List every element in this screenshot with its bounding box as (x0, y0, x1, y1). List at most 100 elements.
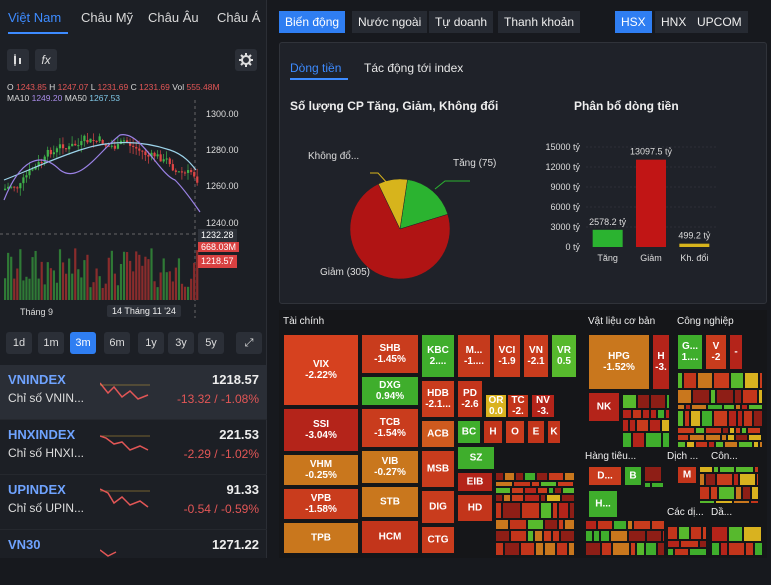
heatmap-mini-cell[interactable] (759, 372, 763, 389)
heatmap-cell[interactable]: TCB -1.54% (361, 408, 419, 448)
heatmap-cell[interactable]: VIX -2.22% (283, 334, 359, 406)
heatmap-mini-cell[interactable] (613, 520, 627, 530)
heatmap-cell[interactable]: CTG (421, 526, 455, 554)
heatmap-mini-cell[interactable] (741, 427, 747, 434)
heatmap-mini-cell[interactable] (502, 502, 521, 519)
heatmap-mini-cell[interactable] (537, 487, 548, 494)
heatmap-mini-cell[interactable] (677, 410, 684, 427)
heatmap-cell[interactable]: HD (457, 494, 493, 522)
heatmap-mini-cell[interactable] (665, 409, 670, 419)
heatmap-mini-cell[interactable] (534, 530, 543, 542)
heatmap-mini-cell[interactable] (711, 526, 728, 542)
heatmap-mini-cell[interactable] (527, 530, 534, 542)
heatmap-mini-cell[interactable] (600, 530, 610, 542)
heatmap-mini-cell[interactable] (701, 410, 713, 427)
period-3m[interactable]: 3m (70, 332, 96, 354)
price-chart[interactable] (0, 95, 267, 325)
heatmap-mini-cell[interactable] (762, 526, 764, 542)
heatmap-mini-cell[interactable] (695, 427, 705, 434)
heatmap-mini-cell[interactable] (690, 410, 701, 427)
period-1y[interactable]: 1y (138, 332, 164, 354)
heatmap-mini-cell[interactable] (737, 410, 743, 427)
heatmap-mini-cell[interactable] (645, 432, 662, 448)
heatmap-mini-cell[interactable] (728, 410, 737, 427)
heatmap-mini-cell[interactable] (495, 487, 511, 494)
heatmap-mini-cell[interactable] (540, 494, 546, 502)
heatmap-cell[interactable]: ACB (421, 420, 455, 448)
heatmap-cell[interactable]: DIG (421, 490, 455, 524)
heatmap-mini-cell[interactable] (734, 389, 742, 404)
heatmap-mini-cell[interactable] (646, 530, 662, 542)
subtab-dong-tien[interactable]: Dòng tiền (290, 61, 342, 75)
heatmap-cell[interactable]: K (547, 420, 561, 444)
heatmap-mini-cell[interactable] (536, 472, 548, 481)
expand-icon[interactable]: ⤢ (236, 332, 262, 354)
heatmap-mini-cell[interactable] (713, 410, 728, 427)
heatmap-cell[interactable]: VHM -0.25% (283, 454, 359, 486)
gear-icon[interactable] (235, 49, 257, 71)
heatmap-cell[interactable]: VN -2.1 (523, 334, 549, 378)
heatmap-mini-cell[interactable] (556, 542, 568, 556)
heatmap-mini-cell[interactable] (510, 530, 527, 542)
heatmap-mini-cell[interactable] (597, 520, 613, 530)
subtab-tac-dong[interactable]: Tác động tới index (364, 61, 464, 75)
heatmap-mini-cell[interactable] (601, 542, 612, 556)
heatmap-cell[interactable]: H -3. (652, 334, 670, 390)
heatmap-mini-cell[interactable] (632, 409, 642, 419)
heatmap-mini-cell[interactable] (677, 441, 686, 448)
heatmap-mini-cell[interactable] (677, 389, 692, 404)
heatmap-cell[interactable]: EIB (457, 472, 493, 492)
heatmap-cell[interactable]: BC (457, 420, 481, 444)
heatmap-cell[interactable]: HPG -1.52% (588, 334, 650, 390)
heatmap-cell[interactable]: VPB -1.58% (283, 488, 359, 520)
heatmap-mini-cell[interactable] (735, 486, 742, 500)
heatmap-mini-cell[interactable] (710, 486, 718, 500)
heatmap-mini-cell[interactable] (699, 540, 707, 548)
exchange-upcom[interactable]: UPCOM (691, 11, 748, 33)
heatmap-cell[interactable]: H... (588, 490, 618, 518)
heatmap-mini-cell[interactable] (720, 542, 728, 556)
heatmap-mini-cell[interactable] (561, 494, 575, 502)
heatmap-mini-cell[interactable] (719, 466, 735, 473)
heatmap-mini-cell[interactable] (742, 486, 751, 500)
heatmap-mini-cell[interactable] (515, 472, 524, 481)
heatmap-cell[interactable]: HCM (361, 520, 419, 554)
heatmap-mini-cell[interactable] (742, 389, 758, 404)
heatmap-cell[interactable]: TC -2. (507, 394, 529, 418)
heatmap-mini-cell[interactable] (593, 530, 600, 542)
heatmap-mini-cell[interactable] (662, 466, 664, 482)
heatmap-cell[interactable]: PD -2.6 (457, 380, 483, 418)
heatmap-mini-cell[interactable] (509, 519, 527, 530)
tab-chau-a[interactable]: Châu Á (217, 10, 261, 25)
heatmap-mini-cell[interactable] (689, 434, 705, 441)
heatmap-mini-cell[interactable] (710, 389, 716, 404)
tab-thanh-khoan[interactable]: Thanh khoản (498, 11, 581, 33)
heatmap-mini-cell[interactable] (612, 542, 630, 556)
heatmap-cell[interactable]: E (527, 420, 545, 444)
heatmap-mini-cell[interactable] (677, 434, 689, 441)
heatmap-mini-cell[interactable] (747, 427, 761, 434)
heatmap-mini-cell[interactable] (554, 487, 562, 494)
heatmap-mini-cell[interactable] (748, 404, 763, 410)
exchange-hsx[interactable]: HSX (615, 11, 652, 33)
heatmap-mini-cell[interactable] (713, 466, 719, 473)
heatmap-mini-cell[interactable] (678, 526, 690, 540)
heatmap-mini-cell[interactable] (544, 542, 556, 556)
heatmap-mini-cell[interactable] (713, 372, 730, 389)
heatmap-mini-cell[interactable] (632, 432, 645, 448)
heatmap-mini-cell[interactable] (708, 441, 715, 448)
heatmap-mini-cell[interactable] (574, 481, 576, 487)
heatmap-mini-cell[interactable] (753, 441, 759, 448)
heatmap-mini-cell[interactable] (735, 434, 748, 441)
heatmap-mini-cell[interactable] (667, 540, 680, 548)
heatmap-mini-cell[interactable] (511, 487, 524, 494)
heatmap-mini-cell[interactable] (715, 500, 733, 504)
heatmap-mini-cell[interactable] (569, 502, 575, 519)
heatmap-mini-cell[interactable] (738, 441, 753, 448)
heatmap-mini-cell[interactable] (739, 473, 756, 486)
heatmap-mini-cell[interactable] (650, 409, 657, 419)
index-row-upindex[interactable]: UPINDEX Chỉ số UPIN... 91.33 -0.54 / -0.… (0, 475, 267, 530)
heatmap-mini-cell[interactable] (511, 494, 524, 502)
period-1m[interactable]: 1m (38, 332, 64, 354)
heatmap-cell[interactable]: NV -3. (531, 394, 555, 418)
